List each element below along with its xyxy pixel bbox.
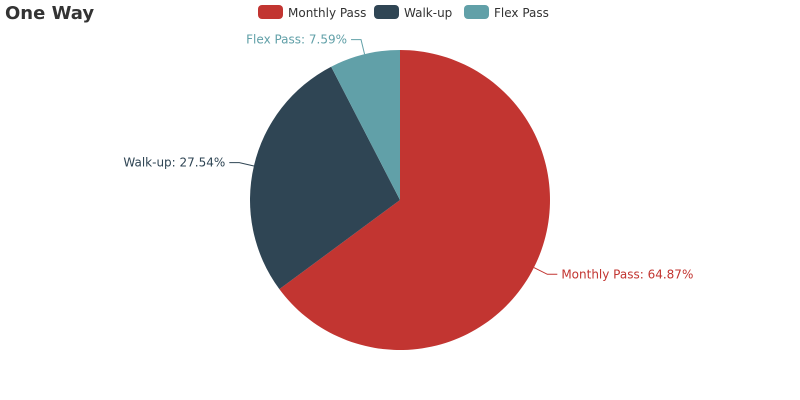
- pie-slice-monthly-pass[interactable]: [279, 50, 550, 350]
- slice-labels: Monthly Pass: 64.87% Walk-up: 27.54% Flex …: [123, 33, 693, 282]
- legend-swatch-flex-pass: [464, 5, 489, 19]
- legend-label-monthly-pass: Monthly Pass: [288, 6, 366, 20]
- legend-swatch-monthly-pass: [258, 5, 283, 19]
- legend-label-walk-up: Walk-up: [404, 6, 452, 20]
- legend-item-monthly-pass[interactable]: Monthly Pass: [258, 5, 366, 20]
- legend: Monthly Pass Walk-up Flex Pass: [258, 5, 549, 20]
- legend-label-flex-pass: Flex Pass: [494, 6, 549, 20]
- pie-slice-flex-pass[interactable]: [331, 50, 400, 200]
- chart-title: One Way: [5, 3, 95, 24]
- slice-label-flex-pass: Flex Pass: 7.59%: [246, 33, 347, 47]
- slice-label-walk-up: Walk-up: 27.54%: [123, 156, 225, 170]
- legend-item-flex-pass[interactable]: Flex Pass: [464, 5, 549, 20]
- legend-item-walk-up[interactable]: Walk-up: [374, 5, 452, 20]
- legend-swatch-walk-up: [374, 5, 399, 19]
- slice-label-monthly-pass: Monthly Pass: 64.87%: [561, 267, 693, 281]
- leader-line-walk-up: [229, 162, 255, 167]
- leader-line-flex-pass: [351, 39, 366, 55]
- leader-line-monthly-pass: [533, 267, 558, 275]
- pie-slice-walk-up[interactable]: [249, 66, 400, 290]
- pie-slices: [249, 50, 550, 350]
